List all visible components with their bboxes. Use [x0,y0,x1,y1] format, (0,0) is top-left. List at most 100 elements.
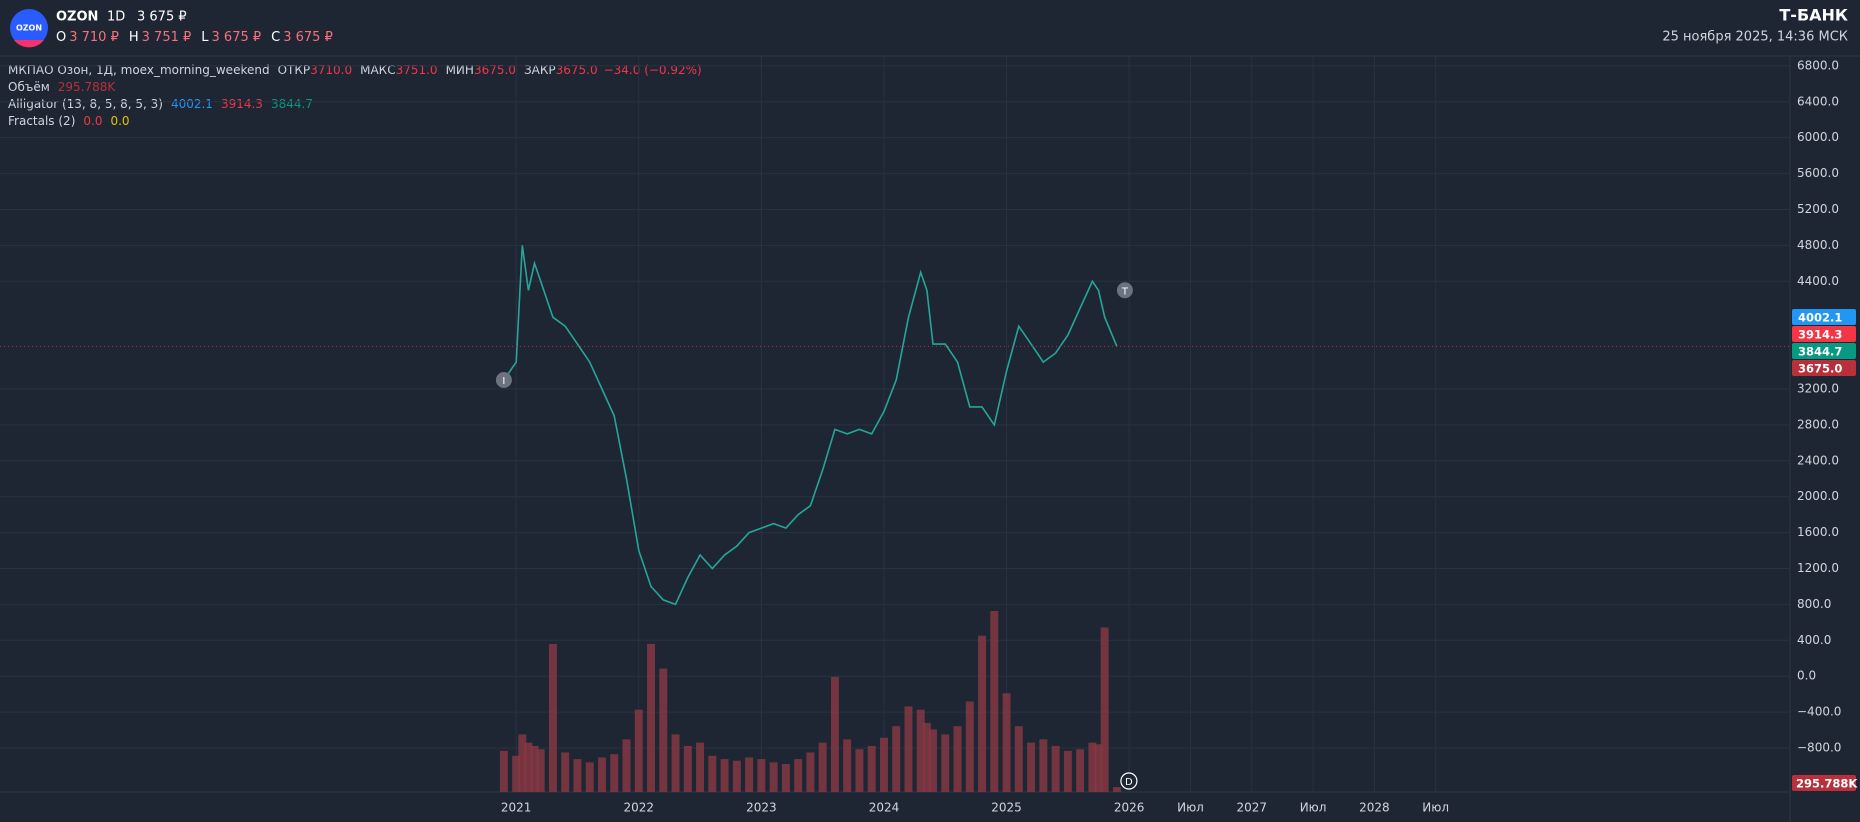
price-tag-label: 3675.0 [1798,362,1842,376]
ohlc-value: 3 751 ₽ [142,30,192,45]
legend-text: МИН [446,63,474,77]
interval: 1D [107,10,125,25]
event-marker [495,372,512,389]
brand: Т-БАНК [1779,6,1848,25]
volume-bar [794,759,803,792]
volume-bar [683,745,692,792]
datetime: 25 ноября 2025, 14:36 МСК [1662,30,1848,45]
ohlc-value: 3 710 ₽ [69,30,119,45]
volume-bar [757,759,766,792]
legend-text: Fractals (2) [8,114,75,128]
legend-text: МАКС [360,63,395,77]
price-tag [1792,360,1856,377]
volume-bar [892,726,901,792]
volume-bar [598,757,606,792]
volume-bar [1100,627,1109,792]
x-tick-label: 2022 [623,801,654,815]
volume-bar [781,764,790,792]
volume-bar [867,745,876,792]
price-tag [1792,343,1856,360]
x-tick-label: 2027 [1237,801,1268,815]
volume-bar [524,742,533,792]
y-tick-label: 2000.0 [1797,489,1839,503]
volume-bar [622,739,631,792]
volume-bar [769,762,778,792]
volume-bar [548,643,557,792]
volume-bar [1112,787,1121,792]
y-tick-label: 5200.0 [1797,202,1839,216]
volume-bar [1063,750,1072,792]
y-tick-label: 5600.0 [1797,166,1839,180]
price-tag-label: 3844.7 [1798,345,1842,359]
y-tick-label: 1600.0 [1797,525,1839,539]
x-tick-label: Июл [1422,801,1449,815]
volume-bar [916,709,925,792]
volume-tag-label: 295.788K [1796,777,1858,791]
ohlc-label: H [129,30,139,45]
volume-bar [830,676,839,792]
volume-bar [1076,749,1085,792]
volume-bar [953,726,962,792]
y-tick-label: 4400.0 [1797,274,1839,288]
y-tick-label: 1200.0 [1797,561,1839,575]
event-marker-label: D [1125,777,1133,788]
y-tick-label: 2400.0 [1797,453,1839,467]
volume-bar [647,643,655,792]
ohlc-label: O [56,30,66,45]
y-tick-label: 0.0 [1797,669,1816,683]
volume-bar [499,750,508,792]
volume-bar [518,734,527,792]
volume-bar [634,709,643,792]
event-marker [1116,282,1133,299]
volume-bar [978,635,987,792]
volume-bar [659,668,668,792]
event-marker-label: I [502,376,505,387]
price-tag [1792,309,1856,326]
price-tag-label: 3914.3 [1798,328,1842,342]
y-tick-label: 6800.0 [1797,58,1839,72]
price-tag [1792,326,1856,343]
price-tag-label: 4002.1 [1798,311,1842,325]
volume-bar [904,706,913,792]
volume-bar [843,739,852,792]
y-tick-label: −800.0 [1797,741,1841,755]
volume-bar [512,755,521,792]
legend-value: 3710.0 [310,63,352,77]
volume-bar [561,752,570,792]
event-marker [1120,772,1138,790]
volume-bar [929,729,937,792]
volume-bar [855,749,864,792]
y-tick-label: 6000.0 [1797,130,1839,144]
ohlc-label: L [201,30,209,45]
x-tick-label: 2026 [1114,801,1145,815]
volume-bar [922,722,931,792]
x-tick-label: 2028 [1359,801,1390,815]
ticker: OZON [56,10,98,25]
legend-text: МКПАО Озон, 1Д, moex_morning_weekend [8,63,270,77]
x-tick-label: Июл [1300,801,1327,815]
volume-bar [1027,742,1036,792]
volume-bar [720,759,729,792]
y-tick-label: 800.0 [1797,597,1831,611]
legend-value: 4002.1 [171,97,213,111]
legend-text: ОТКР [278,63,311,77]
event-marker-label: T [1121,286,1129,297]
y-tick-label: 6400.0 [1797,94,1839,108]
x-tick-label: 2024 [869,801,900,815]
legend-alligator: Alligator (13, 8, 5, 8, 5, 3) 4002.1 3914.… [8,97,313,111]
last-price: 3 675 ₽ [137,10,187,25]
volume-tag [1792,775,1856,791]
volume-bar [745,757,754,792]
volume-bar [708,755,717,792]
y-tick-label: −400.0 [1797,705,1841,719]
volume-bar [1039,739,1048,792]
volume-bar [818,742,827,792]
legend-volume: Объём 295.788K [8,80,116,94]
volume-bar [1002,693,1011,792]
y-tick-label: 3200.0 [1797,381,1839,395]
legend-value: 3844.7 [271,97,313,111]
price-line [503,245,1118,606]
